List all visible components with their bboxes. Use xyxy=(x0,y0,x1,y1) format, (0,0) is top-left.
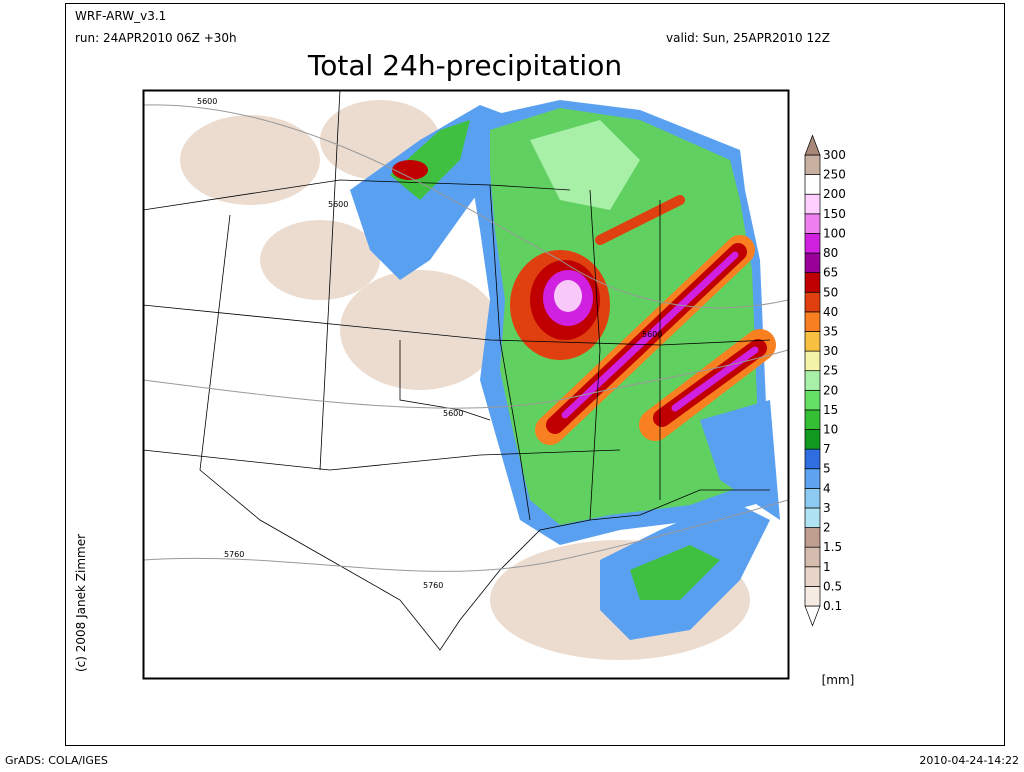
colorbar-triangle xyxy=(804,605,821,627)
precip-area xyxy=(630,545,720,600)
colorbar-label: 20 xyxy=(823,383,838,397)
valid-label: valid: Sun, 25APR2010 12Z xyxy=(666,31,830,45)
colorbar-box xyxy=(804,291,821,313)
border-line xyxy=(199,214,231,471)
colorbar-label: 30 xyxy=(823,344,838,358)
colorbar-box xyxy=(804,389,821,411)
border-line xyxy=(143,449,621,471)
colorbar-box xyxy=(804,586,821,607)
colorbar-label: 4 xyxy=(823,481,831,495)
colorbar-box xyxy=(804,311,821,332)
contour-line xyxy=(143,499,788,572)
coastline xyxy=(199,469,770,651)
colorbar-label: 35 xyxy=(823,324,838,338)
colorbar-box xyxy=(804,154,821,175)
credit: (c) 2008 Janek Zimmer xyxy=(74,534,88,672)
precip-area xyxy=(340,270,500,390)
colorbar-box xyxy=(804,252,821,274)
contour-label: 5600 xyxy=(443,409,463,418)
colorbar-box xyxy=(804,331,821,352)
colorbar-box xyxy=(804,546,821,568)
colorbar-label: 50 xyxy=(823,285,838,299)
precip-area xyxy=(554,280,582,312)
colorbar-box xyxy=(804,429,821,450)
colorbar-label: 300 xyxy=(823,148,846,162)
contour-label: 5600 xyxy=(197,97,217,106)
colorbar-box xyxy=(804,213,821,234)
colorbar-label: 150 xyxy=(823,207,846,221)
border-line xyxy=(319,90,341,471)
colorbar-label: 10 xyxy=(823,423,838,437)
colorbar-label: 5 xyxy=(823,462,831,476)
colorbar-label: 7 xyxy=(823,442,831,456)
colorbar-box xyxy=(804,350,821,372)
border-line xyxy=(489,184,531,521)
borders xyxy=(143,90,771,651)
colorbar-box xyxy=(804,448,821,470)
border-line xyxy=(143,304,771,346)
colorbar-box xyxy=(804,409,821,430)
border-line xyxy=(589,189,601,521)
colorbar-label: 1 xyxy=(823,560,831,574)
software-label: GrADS: COLA/IGES xyxy=(5,754,108,767)
border-line xyxy=(399,340,491,421)
colorbar-label: 80 xyxy=(823,246,838,260)
title: Total 24h-precipitation xyxy=(307,49,622,82)
precip-area xyxy=(180,115,320,205)
colorbar-label: 0.5 xyxy=(823,579,842,593)
contour-line xyxy=(143,349,788,409)
colorbar-label: 100 xyxy=(823,226,846,240)
colorbar-box xyxy=(804,507,821,528)
colorbar-box xyxy=(804,527,821,548)
contour-label: 5600 xyxy=(642,330,662,339)
colorbar-label: 3 xyxy=(823,501,831,515)
colorbar-box xyxy=(804,370,821,391)
colorbar-box xyxy=(804,566,821,587)
colorbar-label: 2 xyxy=(823,521,831,535)
colorbar-box xyxy=(804,193,821,215)
colorbar-box xyxy=(804,272,821,293)
model-label: WRF-ARW_v3.1 xyxy=(75,9,166,23)
colorbar-label: 200 xyxy=(823,187,846,201)
precip-band xyxy=(595,195,685,245)
contour-label: 5600 xyxy=(328,200,348,209)
timestamp: 2010-04-24-14:22 xyxy=(919,754,1019,767)
contours xyxy=(143,104,788,572)
colorbar-box xyxy=(804,487,821,509)
contour-line xyxy=(143,104,788,309)
contour-labels: 5600 5600 5600 5600 5760 5760 xyxy=(197,97,662,590)
contour-label: 5760 xyxy=(423,581,443,590)
border-line xyxy=(143,179,571,211)
contour-label: 5760 xyxy=(224,550,244,559)
colorbar-box xyxy=(804,174,821,195)
colorbar-box xyxy=(804,233,821,254)
colorbar-label: 65 xyxy=(823,266,838,280)
colorbar-box xyxy=(804,468,821,489)
colorbar-label: 15 xyxy=(823,403,838,417)
precip-area xyxy=(260,220,380,300)
map-frame xyxy=(142,89,790,680)
run-label: run: 24APR2010 06Z +30h xyxy=(75,31,237,45)
precip-area xyxy=(392,160,428,180)
frame xyxy=(65,3,1005,746)
colorbar-label: 250 xyxy=(823,168,846,182)
unit-label: [mm] xyxy=(822,673,855,687)
colorbar-triangle xyxy=(804,134,821,156)
precip-area xyxy=(530,120,640,210)
precip-band xyxy=(561,251,739,419)
map xyxy=(143,90,788,678)
precip-band xyxy=(671,346,759,412)
colorbar-label: 0.1 xyxy=(823,599,842,613)
colorbar-label: 1.5 xyxy=(823,540,842,554)
colorbar-label: 25 xyxy=(823,364,838,378)
colorbar: 0.1 0.5 1 1.5 2 3 4 5 7 10 15 20 25 30 35 40 50 65 80 100 15… xyxy=(804,134,846,627)
colorbar-label: 40 xyxy=(823,305,838,319)
